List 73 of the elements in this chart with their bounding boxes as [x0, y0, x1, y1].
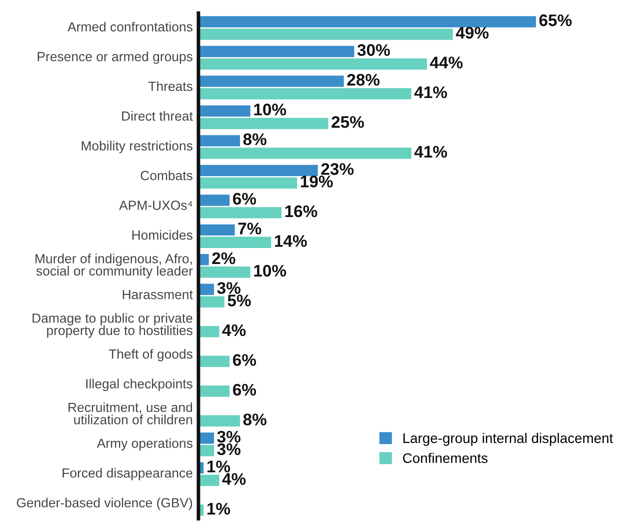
bar [198, 326, 220, 338]
data-label: 4% [222, 473, 246, 485]
y-tick-label: Damage to public or private property due to hostilities [32, 313, 192, 338]
y-tick-label: Threats [148, 81, 192, 92]
y-tick-label: Illegal checkpoints [86, 378, 192, 392]
data-label: 7% [238, 222, 262, 234]
y-tick-label: Theft of goods [108, 349, 192, 362]
bar [198, 296, 224, 308]
bar [198, 236, 272, 248]
y-tick-label: Direct threat [122, 111, 193, 121]
bar [198, 356, 230, 368]
data-label: 65% [539, 14, 572, 26]
y-tick-label: Harassment [122, 290, 193, 300]
data-label: 5% [228, 294, 251, 306]
data-label: 8% [243, 414, 266, 426]
data-label: 28% [347, 74, 380, 86]
y-tick-label: Murder of indigenous, Afro, social or community leader [36, 254, 193, 278]
bar [198, 266, 250, 278]
data-label: 3% [217, 282, 240, 294]
legend-label: Large-group internal displacement [403, 432, 614, 446]
bar [198, 16, 536, 28]
y-tick-label: Armed confrontations [68, 22, 192, 32]
y-tick-label: Mobility restrictions [82, 140, 192, 154]
data-label: 10% [254, 104, 286, 116]
bar [198, 28, 453, 40]
bar [198, 135, 240, 146]
legend-label: Confinements [403, 452, 488, 464]
y-tick-label: APM-UXOs⁴ [119, 200, 192, 210]
data-label: 1% [207, 502, 230, 515]
data-label: 14% [274, 235, 307, 247]
data-label: 41% [414, 86, 448, 98]
bar [198, 88, 412, 100]
bar [198, 386, 230, 397]
bar [198, 415, 240, 427]
data-label: 23% [321, 163, 354, 175]
bar [198, 177, 298, 189]
data-label: 8% [243, 133, 266, 146]
bar [198, 194, 230, 206]
bar [198, 207, 282, 218]
data-label: 3% [217, 443, 240, 456]
data-label: 2% [212, 252, 236, 264]
data-label: 1% [207, 460, 230, 472]
bar [198, 445, 214, 456]
data-label: 16% [285, 205, 318, 218]
data-label: 30% [357, 44, 390, 56]
data-label: 6% [232, 192, 256, 205]
bar [198, 46, 354, 58]
data-label: 49% [456, 26, 489, 39]
y-tick-label: Recruitment, use and utilization of children [68, 402, 192, 424]
bar [198, 148, 412, 159]
bar [198, 76, 344, 87]
y-tick-label: Gender-based violence (GBV) [16, 498, 192, 510]
y-tick-label: Presence or armed groups [38, 52, 192, 64]
data-label: 6% [232, 354, 256, 366]
bar [198, 224, 235, 236]
data-label: 4% [222, 324, 246, 336]
data-label: 41% [414, 146, 448, 158]
bar [198, 118, 328, 130]
y-tick-label: Combats [140, 170, 192, 180]
data-label: 44% [430, 56, 463, 68]
data-label: 19% [300, 176, 333, 188]
y-tick-label: Forced disappearance [62, 468, 192, 480]
y-tick-label: Army operations [96, 438, 192, 451]
bar [198, 164, 318, 176]
data-label: 3% [217, 430, 240, 443]
data-label: 10% [254, 264, 286, 277]
data-label: 6% [232, 384, 256, 396]
bar [198, 432, 214, 444]
y-tick-label: Homicides [132, 230, 192, 240]
bar [198, 474, 220, 486]
bar [198, 58, 427, 70]
data-label: 25% [332, 116, 364, 128]
bar [198, 105, 250, 117]
